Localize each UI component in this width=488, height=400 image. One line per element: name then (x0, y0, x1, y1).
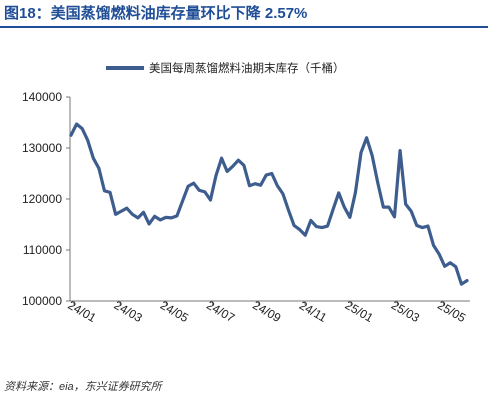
figure-title: 图18：美国蒸馏燃料油库存量环比下降 2.57% (4, 5, 308, 22)
x-tick-label: 25/01 (343, 298, 376, 325)
y-tick-label: 100000 (22, 294, 62, 308)
x-tick-label: 24/05 (158, 298, 191, 325)
series-group (69, 122, 469, 286)
legend: 美国每周蒸馏燃料油期末库存（千桶） (106, 61, 345, 75)
axes (69, 97, 470, 302)
legend-label: 美国每周蒸馏燃料油期末库存（千桶） (149, 61, 345, 75)
x-tick-label: 25/05 (435, 298, 468, 325)
x-tick-label: 24/01 (65, 298, 98, 325)
y-tick-label: 110000 (23, 243, 62, 257)
title-divider (0, 26, 488, 28)
x-tick-label: 25/03 (389, 298, 422, 325)
x-tick-label: 24/09 (250, 298, 283, 325)
source-note: 资料来源：eia，东兴证券研究所 (4, 381, 162, 393)
x-tick-label: 24/03 (112, 298, 145, 325)
y-tick-label: 130000 (22, 141, 62, 155)
x-tick-label: 24/07 (204, 298, 237, 325)
series-line (69, 122, 469, 286)
x-axis-ticks: 24/01 24/03 24/05 24/07 24/09 24/11 25/01 25/03… (65, 298, 468, 325)
y-tick-label: 140000 (22, 90, 62, 104)
y-axis-ticks: 100000 110000 120000 130000 140000 (22, 90, 70, 308)
x-tick-label: 24/11 (297, 298, 330, 325)
y-tick-label: 120000 (22, 192, 62, 206)
